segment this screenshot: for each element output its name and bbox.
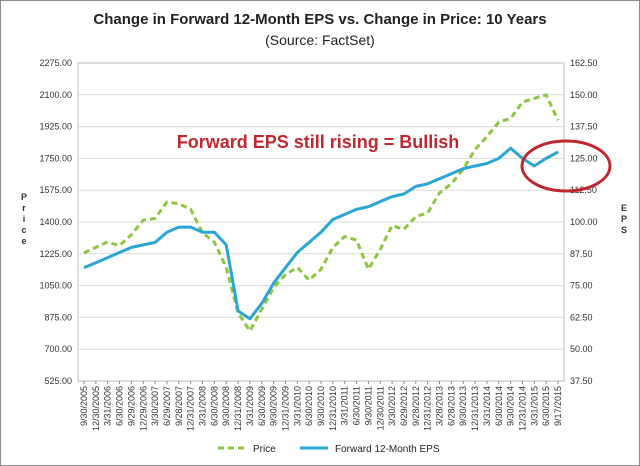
x-tick-label: 3/31/2015 [529, 386, 539, 426]
x-tick-label: 6/28/2013 [446, 386, 456, 426]
right-axis-ticks: 37.5050.0062.5075.0087.50100.00112.50125… [570, 58, 598, 386]
chart-title: Change in Forward 12-Month EPS vs. Chang… [93, 11, 546, 28]
left-tick-label: 2100.00 [39, 90, 72, 100]
x-tick-label: 6/30/2006 [115, 386, 125, 426]
left-tick-label: 875.00 [44, 312, 72, 322]
right-tick-label: 150.00 [570, 90, 598, 100]
x-tick-label: 12/30/2011 [375, 386, 385, 430]
right-tick-label: 62.50 [570, 312, 593, 322]
x-axis-ticks: 9/30/2005 12/30/2005 3/31/2006 6/30/2006 9/2… [79, 381, 563, 431]
x-tick-label: 6/30/2014 [494, 386, 504, 426]
series-line-eps [83, 146, 559, 321]
x-tick-label: 6/30/2015 [541, 386, 551, 426]
right-tick-label: 125.00 [570, 153, 598, 163]
x-tick-label: 6/29/2007 [162, 386, 172, 426]
x-tick-label: 12/31/2014 [517, 386, 527, 431]
legend: Price Forward 12-Month EPS [218, 444, 440, 455]
annotation-text: Forward EPS still rising = Bullish [177, 132, 460, 152]
x-tick-label: 6/30/2010 [304, 386, 314, 426]
x-tick-label: 9/30/2013 [458, 386, 468, 426]
right-tick-label: 162.50 [570, 58, 598, 68]
left-tick-label: 700.00 [44, 344, 72, 354]
series-lines [83, 93, 560, 333]
gridlines [78, 94, 564, 350]
x-tick-label: 9/30/2005 [79, 386, 89, 426]
left-tick-label: 1050.00 [39, 281, 72, 291]
x-tick-label: 12/31/2008 [233, 386, 243, 431]
x-tick-label: 12/31/2013 [470, 386, 480, 431]
x-tick-label: 9/30/2010 [316, 386, 326, 426]
legend-label-price: Price [253, 444, 276, 455]
right-tick-label: 75.00 [570, 281, 593, 291]
x-tick-label: 3/31/2008 [198, 386, 208, 426]
x-tick-label: 6/30/2008 [209, 386, 219, 426]
left-tick-label: 2275.00 [39, 58, 72, 68]
x-tick-label: 9/28/2012 [411, 386, 421, 426]
left-tick-label: 1575.00 [39, 185, 72, 195]
x-tick-label: 9/29/2006 [126, 386, 136, 426]
right-tick-label: 137.50 [570, 122, 598, 132]
series-line-price [83, 93, 560, 333]
x-tick-label: 12/30/2005 [91, 386, 101, 431]
x-tick-label: 3/28/2013 [435, 386, 445, 426]
x-tick-label: 6/29/2012 [399, 386, 409, 426]
left-tick-label: 1225.00 [39, 249, 72, 259]
x-tick-label: 9/30/2008 [221, 386, 231, 426]
left-tick-label: 525.00 [44, 376, 72, 386]
highlight-ellipse [520, 139, 612, 193]
x-tick-label: 6/30/2009 [257, 386, 267, 426]
left-tick-label: 1400.00 [39, 217, 72, 227]
x-tick-label: 9/30/2009 [269, 386, 279, 426]
left-tick-label: 1750.00 [39, 153, 72, 163]
x-tick-label: 12/31/2010 [328, 386, 338, 431]
x-tick-label: 12/29/2006 [138, 386, 148, 431]
right-tick-label: 100.00 [570, 217, 598, 227]
x-tick-label: 3/31/2006 [103, 386, 113, 426]
x-tick-label: 12/31/2007 [186, 386, 196, 431]
right-tick-label: 50.00 [570, 344, 593, 354]
right-tick-label: 37.50 [570, 376, 593, 386]
x-tick-label: 3/30/2007 [150, 386, 160, 426]
legend-label-eps: Forward 12-Month EPS [335, 444, 440, 455]
right-tick-label: 87.50 [570, 249, 593, 259]
x-tick-label: 3/31/2014 [482, 386, 492, 426]
x-tick-label: 6/30/2011 [352, 386, 362, 425]
x-tick-label: 3/30/2012 [387, 386, 397, 426]
x-tick-label: 3/31/2010 [292, 386, 302, 426]
left-axis-ticks: 525.00 700.00 875.00 1050.00 1225.00 1400.00 1… [39, 58, 72, 386]
x-tick-label: 12/31/2009 [280, 386, 290, 431]
x-tick-label: 9/30/2011 [363, 386, 373, 425]
x-tick-label: 9/17/2015 [553, 386, 563, 426]
x-tick-label: 3/31/2009 [245, 386, 255, 426]
x-tick-label: 9/30/2014 [506, 386, 516, 426]
left-tick-label: 1925.00 [39, 122, 72, 132]
chart-subtitle: (Source: FactSet) [265, 32, 375, 48]
x-tick-label: 3/31/2011 [340, 386, 350, 425]
x-tick-label: 12/31/2012 [423, 386, 433, 431]
x-tick-label: 9/28/2007 [174, 386, 184, 426]
